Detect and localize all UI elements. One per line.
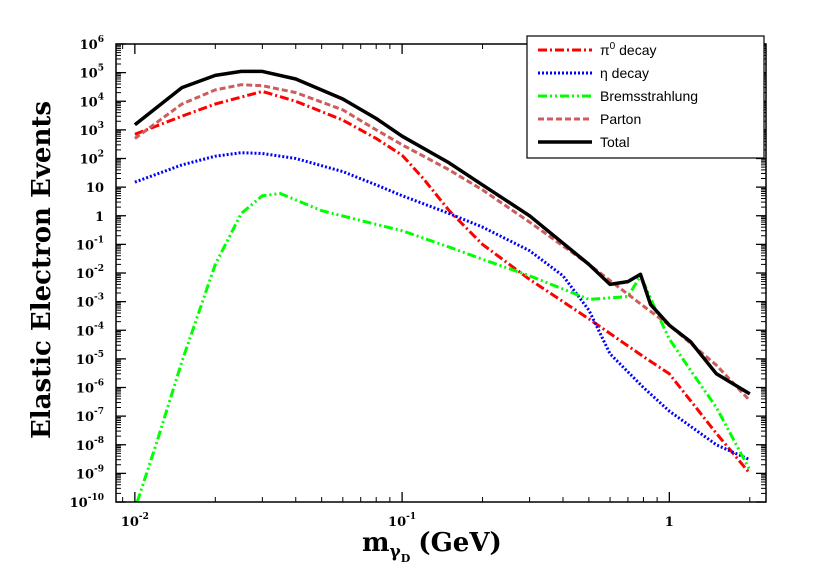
y-tick-label: 10-7 [76, 407, 104, 425]
y-tick-label: 10-10 [70, 493, 104, 511]
y-tick-label: 10-6 [76, 379, 104, 397]
y-tick-labels: 10610510410310210110-110-210-310-410-510… [70, 35, 104, 511]
series-layer [133, 69, 752, 503]
x-axis-title: mγD (GeV) [362, 528, 502, 565]
y-tick-label: 10 [86, 181, 104, 196]
series-line-pi0 [134, 89, 751, 475]
y-tick-label: 1 [95, 210, 104, 225]
x-tick-label: 10-1 [388, 512, 416, 530]
x-tick-label: 10-2 [121, 512, 149, 530]
y-tick-label: 103 [80, 121, 104, 139]
series-line-total [133, 69, 751, 396]
x-tick-label: 1 [665, 515, 674, 530]
y-tick-label: 10-5 [76, 350, 104, 368]
legend: π0 decay η decay Bremsstrahlung Parton Total [526, 35, 765, 159]
legend-label-pi0: π0 decay [600, 41, 656, 58]
series-line-eta [134, 151, 751, 462]
y-tick-label: 10-8 [76, 436, 104, 454]
plot-frame [115, 43, 767, 503]
y-tick-label: 102 [80, 150, 104, 168]
series-line-brems [135, 192, 752, 503]
legend-entries: π0 decay η decay Bremsstrahlung Parton Total [538, 41, 698, 150]
x-axis-title-sub1: γ [390, 542, 402, 562]
y-tick-label: 106 [80, 35, 104, 53]
y-tick-label: 10-2 [76, 264, 104, 282]
x-axis-title-sub2: D [401, 552, 411, 565]
y-axis-title: Elastic Electron Events [27, 101, 57, 439]
legend-label-eta: η decay [600, 65, 649, 81]
y-tick-label: 105 [80, 64, 104, 82]
y-tick-label: 10-1 [76, 235, 104, 253]
legend-label-total: Total [600, 134, 630, 150]
y-tick-label: 10-9 [76, 464, 104, 482]
x-axis-title-unit: (GeV) [418, 528, 502, 558]
series-line-parton [134, 83, 751, 402]
x-axis-title-main: m [362, 528, 390, 558]
legend-label-parton: Parton [600, 111, 641, 127]
minor-ticks [116, 44, 766, 502]
legend-label-brems: Bremsstrahlung [600, 88, 698, 104]
y-tick-label: 10-4 [76, 321, 104, 339]
y-tick-label: 10-3 [76, 293, 104, 311]
x-tick-labels: 10-2 10-1 1 [121, 512, 674, 530]
y-tick-label: 104 [80, 92, 104, 110]
